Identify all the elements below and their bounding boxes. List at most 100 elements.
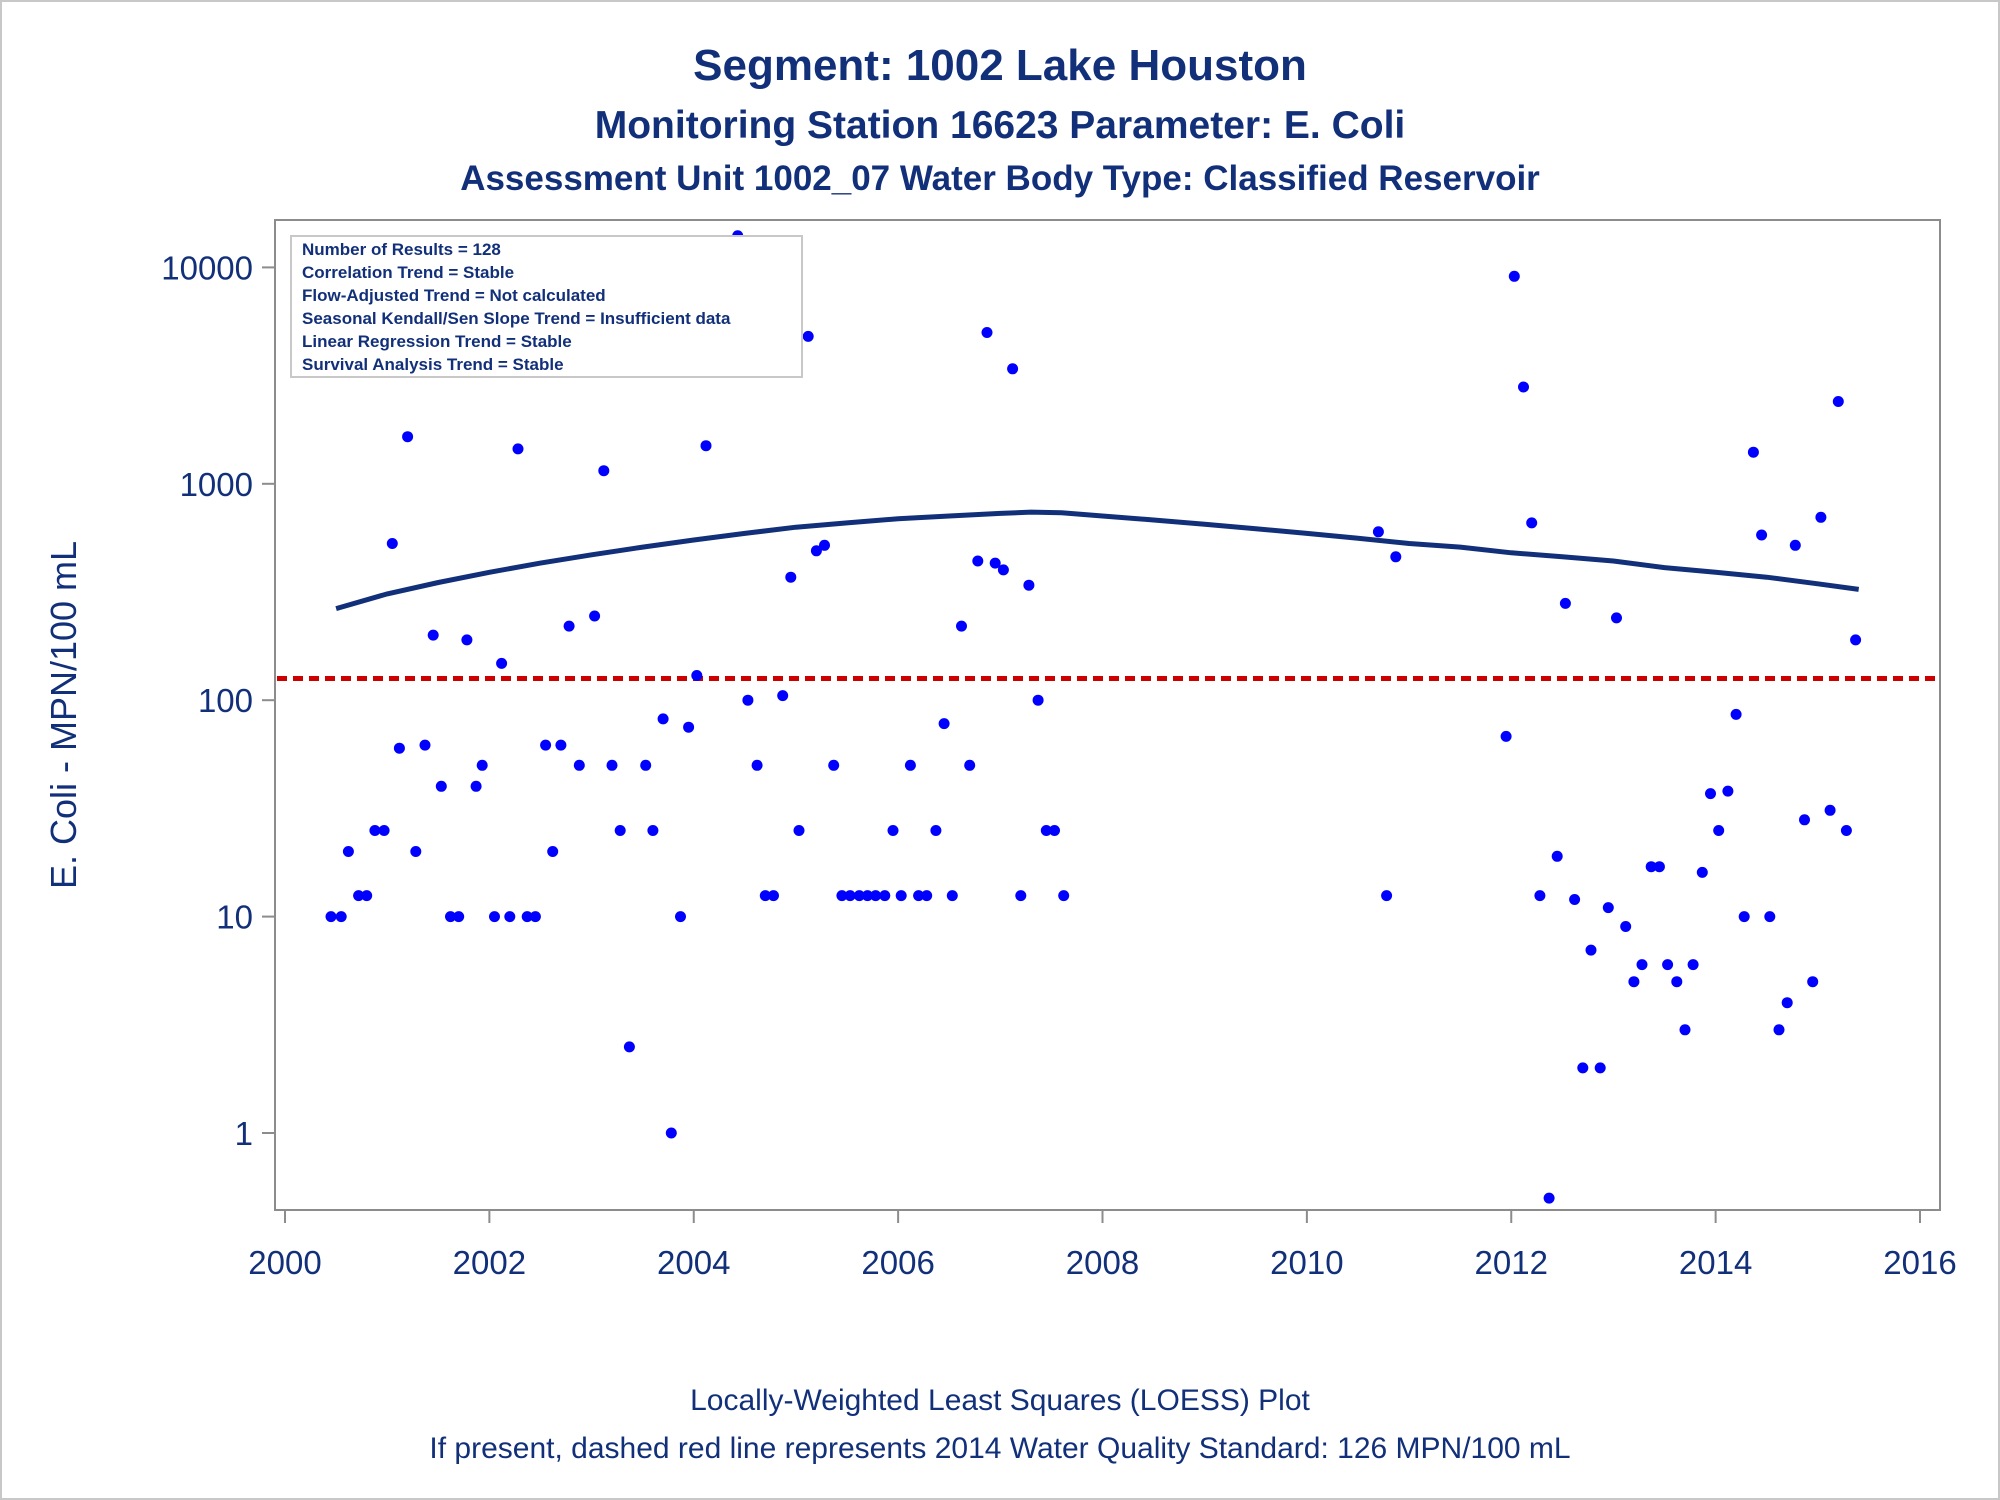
data-point bbox=[1372, 526, 1384, 538]
data-point bbox=[1807, 976, 1819, 988]
data-point bbox=[640, 759, 652, 771]
data-point bbox=[981, 327, 993, 338]
data-point bbox=[1636, 959, 1648, 971]
data-point bbox=[461, 634, 473, 646]
data-point bbox=[844, 890, 856, 902]
data-point bbox=[989, 557, 1001, 569]
stat-survival-analysis-trend: Survival Analysis Trend = Stable bbox=[302, 355, 564, 374]
data-point bbox=[1620, 921, 1632, 932]
data-point bbox=[614, 825, 626, 836]
x-tick-label: 2006 bbox=[861, 1244, 934, 1281]
data-point bbox=[1799, 814, 1810, 826]
data-point bbox=[742, 694, 754, 706]
y-axis-label: E. Coli - MPN/100 mL bbox=[43, 541, 84, 889]
data-point bbox=[1611, 612, 1622, 624]
data-point bbox=[1824, 804, 1836, 816]
y-axis: 1 10 100 1000 10000 bbox=[161, 249, 275, 1152]
stats-box: Number of Results = 128 Correlation Tren… bbox=[290, 235, 803, 378]
x-tick-label: 2010 bbox=[1270, 1244, 1343, 1281]
data-point bbox=[563, 620, 575, 632]
data-point bbox=[1602, 902, 1614, 914]
data-point bbox=[361, 890, 373, 902]
data-point bbox=[777, 690, 789, 702]
data-point bbox=[410, 846, 422, 857]
data-point bbox=[1730, 708, 1742, 720]
x-tick-label: 2002 bbox=[453, 1244, 526, 1281]
data-point bbox=[751, 759, 763, 771]
data-point bbox=[1840, 825, 1852, 836]
y-tick-label: 1 bbox=[235, 1115, 253, 1152]
stat-number-of-results: Number of Results = 128 bbox=[302, 240, 501, 259]
y-tick-label: 10 bbox=[216, 899, 253, 936]
data-point bbox=[342, 846, 354, 857]
data-point bbox=[1526, 517, 1538, 529]
data-point bbox=[1049, 825, 1060, 836]
data-point bbox=[1671, 976, 1683, 988]
data-point bbox=[1040, 825, 1052, 836]
data-point bbox=[540, 739, 552, 751]
data-point bbox=[623, 1041, 635, 1053]
data-point bbox=[1390, 551, 1402, 563]
data-point bbox=[393, 742, 405, 754]
data-point bbox=[335, 911, 347, 923]
data-point bbox=[972, 555, 984, 567]
data-point bbox=[547, 846, 559, 857]
data-point bbox=[1007, 363, 1019, 375]
data-point bbox=[1773, 1024, 1785, 1036]
data-point bbox=[964, 759, 976, 771]
data-point bbox=[512, 443, 524, 455]
data-point bbox=[555, 739, 567, 751]
data-point bbox=[402, 431, 414, 443]
data-point bbox=[691, 670, 703, 681]
data-point bbox=[1518, 381, 1529, 393]
chart-subtitle-1: Monitoring Station 16623 Parameter: E. C… bbox=[595, 104, 1406, 147]
data-point bbox=[504, 911, 516, 923]
stat-seasonal-kendall-trend: Seasonal Kendall/Sen Slope Trend = Insuf… bbox=[302, 309, 731, 328]
data-point bbox=[956, 620, 967, 632]
data-point bbox=[887, 825, 899, 836]
chart-subtitle-2: Assessment Unit 1002_07 Water Body Type:… bbox=[460, 159, 1540, 198]
data-point bbox=[419, 739, 431, 751]
stat-linear-regression-trend: Linear Regression Trend = Stable bbox=[302, 332, 572, 351]
x-tick-label: 2014 bbox=[1679, 1244, 1752, 1281]
data-point bbox=[1594, 1062, 1606, 1074]
data-point bbox=[647, 825, 659, 836]
data-point bbox=[378, 825, 390, 836]
data-point bbox=[997, 564, 1009, 576]
data-point bbox=[1789, 539, 1801, 551]
data-point bbox=[1696, 866, 1708, 878]
data-point bbox=[665, 1127, 677, 1139]
y-tick-label: 10000 bbox=[161, 249, 253, 286]
footer-line-2: If present, dashed red line represents 2… bbox=[429, 1432, 1570, 1465]
data-point bbox=[768, 890, 779, 902]
data-point bbox=[435, 780, 447, 792]
stat-flow-adjusted-trend: Flow-Adjusted Trend = Not calculated bbox=[302, 286, 606, 305]
data-point bbox=[1569, 894, 1581, 905]
footer-line-1: Locally-Weighted Least Squares (LOESS) P… bbox=[690, 1384, 1310, 1417]
data-point bbox=[675, 911, 686, 923]
data-point bbox=[1781, 997, 1793, 1009]
data-point bbox=[369, 825, 381, 836]
data-point bbox=[1381, 890, 1393, 902]
data-point bbox=[1585, 944, 1597, 956]
data-point bbox=[1032, 694, 1044, 706]
data-point bbox=[1764, 911, 1776, 923]
data-point bbox=[1551, 850, 1563, 862]
y-tick-label: 1000 bbox=[180, 466, 253, 503]
data-point bbox=[1508, 270, 1520, 282]
x-tick-label: 2012 bbox=[1475, 1244, 1548, 1281]
data-point bbox=[521, 911, 533, 923]
data-point bbox=[1713, 825, 1725, 836]
data-point bbox=[1850, 634, 1862, 646]
data-point bbox=[828, 759, 840, 771]
data-point bbox=[529, 911, 541, 923]
stats-box-frame bbox=[290, 235, 803, 378]
data-point bbox=[793, 825, 805, 836]
data-point bbox=[1023, 579, 1035, 591]
data-point bbox=[489, 911, 500, 923]
data-point bbox=[427, 629, 439, 641]
data-point bbox=[879, 890, 891, 902]
data-point bbox=[913, 890, 925, 902]
data-point bbox=[683, 721, 695, 733]
data-point bbox=[1832, 396, 1844, 407]
